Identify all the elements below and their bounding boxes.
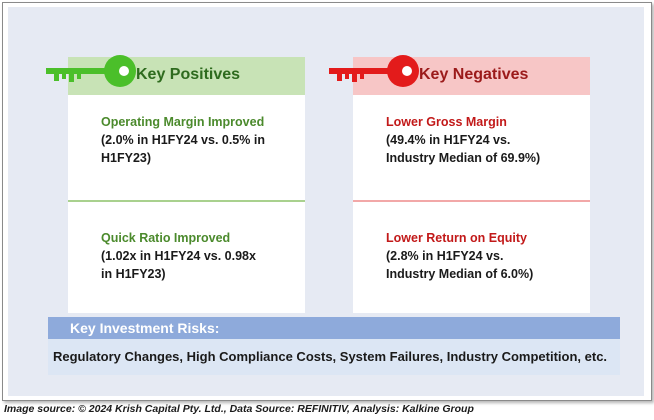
red-key-icon [329,55,419,87]
positives-divider [68,200,305,202]
positives-column: Key Positives Operating Margin Improved … [68,57,305,313]
risks-body: Regulatory Changes, High Compliance Cost… [48,339,620,375]
negatives-header-label: Key Negatives [419,66,529,83]
image-source-caption: Image source: © 2024 Krish Capital Pty. … [4,403,474,415]
infographic-frame: Key Positives Operating Margin Improved … [2,2,652,401]
positive-item-2-line2: in H1FY23) [101,267,166,281]
risks-text: Regulatory Changes, High Compliance Cost… [53,349,608,364]
positive-item-1-title: Operating Margin Improved [101,115,265,129]
negative-item-1-line1: (49.4% in H1FY24 vs. [386,133,511,147]
positive-item-2-title: Quick Ratio Improved [101,231,231,245]
negative-item-2-line1: (2.8% in H1FY24 vs. [386,249,504,263]
negative-item-2: Lower Return on Equity (2.8% in H1FY24 v… [386,229,586,283]
positive-item-1-line2: H1FY23) [101,151,152,165]
negatives-divider [353,200,590,202]
negative-item-2-line2: Industry Median of 6.0%) [386,267,534,281]
risks-header-label: Key Investment Risks: [70,320,220,336]
green-key-icon [46,55,136,87]
negatives-column: Key Negatives Lower Gross Margin (49.4% … [353,57,590,313]
positive-item-1-line1: (2.0% in H1FY24 vs. 0.5% in [101,133,265,147]
negative-item-1-title: Lower Gross Margin [386,115,507,129]
negative-item-1: Lower Gross Margin (49.4% in H1FY24 vs. … [386,113,586,167]
risks-header: Key Investment Risks: [48,317,620,339]
positives-header-label: Key Positives [136,66,241,83]
positive-item-2: Quick Ratio Improved (1.02x in H1FY24 vs… [101,229,301,283]
positive-item-1: Operating Margin Improved (2.0% in H1FY2… [101,113,301,167]
positive-item-2-line1: (1.02x in H1FY24 vs. 0.98x [101,249,256,263]
infographic-panel: Key Positives Operating Margin Improved … [8,7,644,396]
negative-item-1-line2: Industry Median of 69.9%) [386,151,541,165]
negative-item-2-title: Lower Return on Equity [386,231,527,245]
